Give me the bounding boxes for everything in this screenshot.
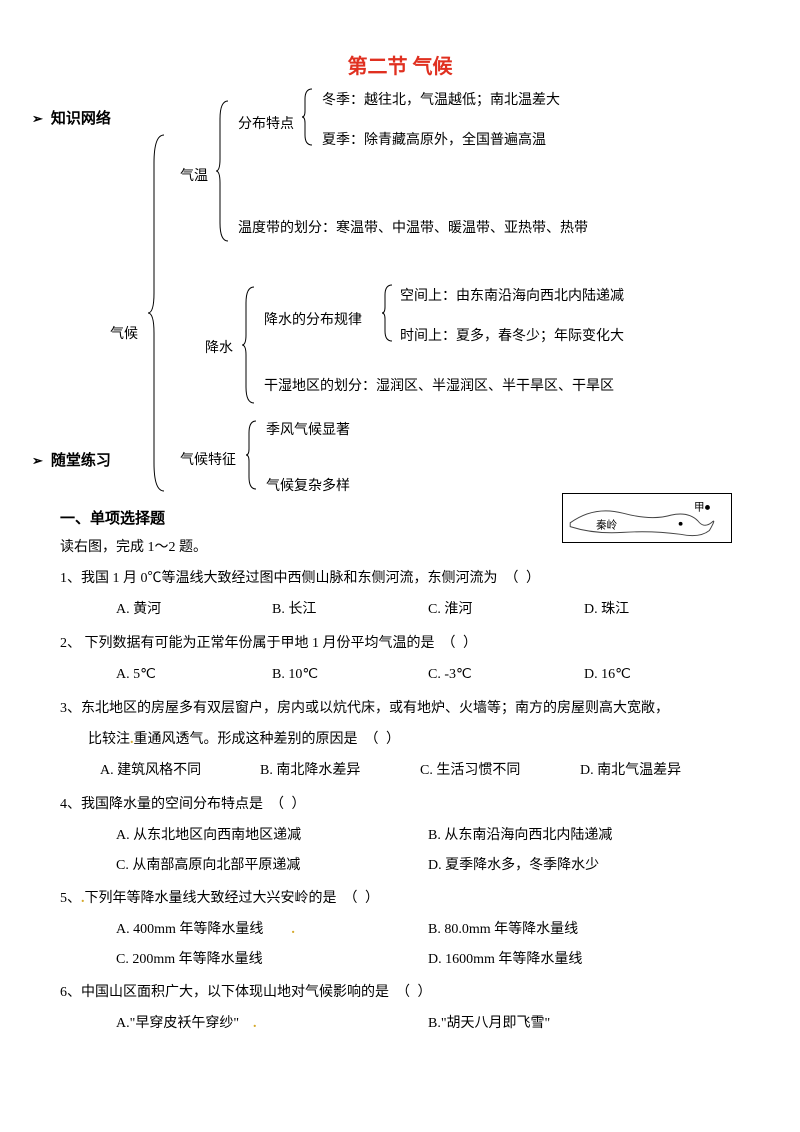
q2-opt-a[interactable]: A. 5℃: [116, 660, 272, 689]
tree-b2-c1-i0: 空间上：由东南沿海向西北内陆递减: [400, 285, 624, 305]
knowledge-tree: ➢知识网络 气候 气温 分布特点 冬季：越往北，气温越低；南北温差大 夏季：除青…: [60, 93, 740, 473]
arrow-icon: ➢: [32, 453, 43, 469]
question-6: 6、中国山区面积广大，以下体现山地对气候影响的是 （ ） A."早穿皮袄午穿纱"…: [60, 978, 740, 1039]
q6-opt-a[interactable]: A."早穿皮袄午穿纱" .: [116, 1009, 428, 1038]
q4-opt-a[interactable]: A. 从东北地区向西南地区递减: [116, 821, 428, 850]
q2-opt-d[interactable]: D. 16℃: [584, 660, 740, 689]
tree-b1-c1: 分布特点: [238, 113, 294, 133]
question-1: 1、我国 1 月 0℃等温线大致经过图中西侧山脉和东侧河流，东侧河流为 （ ） …: [60, 564, 740, 625]
q5-opt-b[interactable]: B. 80.0mm 年等降水量线: [428, 915, 740, 944]
q5-opt-c[interactable]: C. 200mm 年等降水量线: [116, 945, 428, 974]
arrow-icon: ➢: [32, 111, 43, 127]
q3-opt-a[interactable]: A. 建筑风格不同: [100, 756, 260, 785]
tree-b3: 气候特征: [180, 449, 236, 469]
tree-b3-i1: 气候复杂多样: [266, 475, 350, 495]
section2-label: 随堂练习: [51, 453, 111, 469]
q1-opt-b[interactable]: B. 长江: [272, 595, 428, 624]
q4-opt-c[interactable]: C. 从南部高原向北部平原递减: [116, 851, 428, 880]
q1-opt-d[interactable]: D. 珠江: [584, 595, 740, 624]
tree-b1-c1-i0: 冬季：越往北，气温越低；南北温差大: [322, 89, 560, 109]
svg-text:甲: 甲: [694, 502, 705, 513]
tree-b2-c1: 降水的分布规律: [264, 309, 362, 329]
q5-opt-d[interactable]: D. 1600mm 年等降水量线: [428, 945, 740, 974]
tree-b2-c1-i1: 时间上：夏多，春冬少；年际变化大: [400, 325, 624, 345]
q4-opt-b[interactable]: B. 从东南沿海向西北内陆递减: [428, 821, 740, 850]
tree-b1-c2: 温度带的划分：寒温带、中温带、暖温带、亚热带、热带: [238, 217, 588, 237]
question-2: 2、 下列数据有可能为正常年份属于甲地 1 月份平均气温的是 （ ） A. 5℃…: [60, 629, 740, 690]
tree-root: 气候: [110, 323, 138, 343]
q1-opt-c[interactable]: C. 淮河: [428, 595, 584, 624]
tree-b3-i0: 季风气候显著: [266, 419, 350, 439]
tree-b1-c1-i1: 夏季：除青藏高原外，全国普遍高温: [322, 129, 546, 149]
q6-opt-b[interactable]: B."胡天八月即飞雪": [428, 1009, 740, 1038]
question-5: 5、.下列年等降水量线大致经过大兴安岭的是 （ ） A. 400mm 年等降水量…: [60, 884, 740, 974]
page-title: 第二节 气候: [60, 50, 740, 79]
section1-label: 知识网络: [51, 111, 111, 127]
q2-opt-b[interactable]: B. 10℃: [272, 660, 428, 689]
svg-text:秦岭: 秦岭: [596, 519, 618, 532]
tree-b2: 降水: [205, 337, 233, 357]
q4-opt-d[interactable]: D. 夏季降水多，冬季降水少: [428, 851, 740, 880]
q1-opt-a[interactable]: A. 黄河: [116, 595, 272, 624]
question-4: 4、我国降水量的空间分布特点是 （ ） A. 从东北地区向西南地区递减 B. 从…: [60, 790, 740, 880]
q3-opt-c[interactable]: C. 生活习惯不同: [420, 756, 580, 785]
tree-b2-c2: 干湿地区的划分：湿润区、半湿润区、半干旱区、干旱区: [264, 375, 614, 395]
q5-opt-a[interactable]: A. 400mm 年等降水量线 .: [116, 915, 428, 944]
tree-b1: 气温: [180, 165, 208, 185]
question-3: 3、东北地区的房屋多有双层窗户，房内或以炕代床，或有地炉、火墙等；南方的房屋则高…: [60, 694, 740, 786]
q2-opt-c[interactable]: C. -3℃: [428, 660, 584, 689]
q3-opt-b[interactable]: B. 南北降水差异: [260, 756, 420, 785]
q3-opt-d[interactable]: D. 南北气温差异: [580, 756, 740, 785]
map-figure: 甲 秦岭: [562, 493, 732, 543]
